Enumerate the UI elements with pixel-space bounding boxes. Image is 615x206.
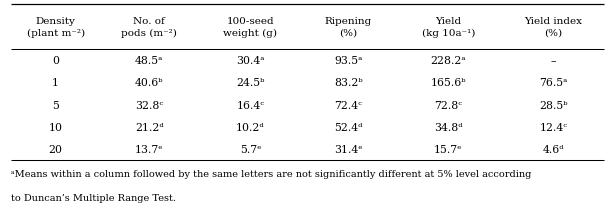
Text: 34.8ᵈ: 34.8ᵈ bbox=[434, 122, 462, 132]
Text: Ripening
(%): Ripening (%) bbox=[325, 17, 372, 37]
Text: 10: 10 bbox=[49, 122, 63, 132]
Text: 83.2ᵇ: 83.2ᵇ bbox=[334, 78, 362, 88]
Text: 32.8ᶜ: 32.8ᶜ bbox=[135, 100, 163, 110]
Text: 93.5ᵃ: 93.5ᵃ bbox=[334, 56, 362, 66]
Text: Density
(plant m⁻²): Density (plant m⁻²) bbox=[26, 17, 85, 37]
Text: 52.4ᵈ: 52.4ᵈ bbox=[334, 122, 362, 132]
Text: 12.4ᶜ: 12.4ᶜ bbox=[539, 122, 568, 132]
Text: Yield index
(%): Yield index (%) bbox=[525, 17, 582, 37]
Text: 10.2ᵈ: 10.2ᵈ bbox=[236, 122, 264, 132]
Text: Yield
(kg 10a⁻¹): Yield (kg 10a⁻¹) bbox=[422, 17, 475, 37]
Text: 0: 0 bbox=[52, 56, 59, 66]
Text: 13.7ᵉ: 13.7ᵉ bbox=[135, 145, 164, 154]
Text: No. of
pods (m⁻²): No. of pods (m⁻²) bbox=[121, 17, 177, 37]
Text: 20: 20 bbox=[49, 145, 63, 154]
Text: 1: 1 bbox=[52, 78, 59, 88]
Text: 4.6ᵈ: 4.6ᵈ bbox=[542, 145, 564, 154]
Text: 5.7ᵉ: 5.7ᵉ bbox=[240, 145, 261, 154]
Text: 165.6ᵇ: 165.6ᵇ bbox=[430, 78, 466, 88]
Text: 21.2ᵈ: 21.2ᵈ bbox=[135, 122, 164, 132]
Text: 72.8ᶜ: 72.8ᶜ bbox=[434, 100, 462, 110]
Text: ᵃMeans within a column followed by the same letters are not significantly differ: ᵃMeans within a column followed by the s… bbox=[11, 169, 531, 178]
Text: 30.4ᵃ: 30.4ᵃ bbox=[236, 56, 264, 66]
Text: 31.4ᵉ: 31.4ᵉ bbox=[334, 145, 362, 154]
Text: to Duncan’s Multiple Range Test.: to Duncan’s Multiple Range Test. bbox=[11, 193, 176, 201]
Text: 28.5ᵇ: 28.5ᵇ bbox=[539, 100, 568, 110]
Text: –: – bbox=[550, 56, 556, 66]
Text: 76.5ᵃ: 76.5ᵃ bbox=[539, 78, 568, 88]
Text: 5: 5 bbox=[52, 100, 59, 110]
Text: 228.2ᵃ: 228.2ᵃ bbox=[430, 56, 466, 66]
Text: 100-seed
weight (g): 100-seed weight (g) bbox=[223, 17, 277, 37]
Text: 72.4ᶜ: 72.4ᶜ bbox=[334, 100, 362, 110]
Text: 16.4ᶜ: 16.4ᶜ bbox=[236, 100, 264, 110]
Text: 48.5ᵃ: 48.5ᵃ bbox=[135, 56, 164, 66]
Text: 24.5ᵇ: 24.5ᵇ bbox=[236, 78, 264, 88]
Text: 40.6ᵇ: 40.6ᵇ bbox=[135, 78, 164, 88]
Text: 15.7ᵉ: 15.7ᵉ bbox=[434, 145, 462, 154]
